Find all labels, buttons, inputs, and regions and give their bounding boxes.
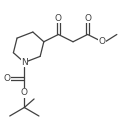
Text: N: N (21, 58, 28, 67)
Text: O: O (21, 88, 28, 97)
Text: O: O (3, 74, 10, 83)
Text: O: O (99, 37, 106, 46)
Text: O: O (55, 13, 62, 23)
Text: O: O (84, 13, 91, 23)
